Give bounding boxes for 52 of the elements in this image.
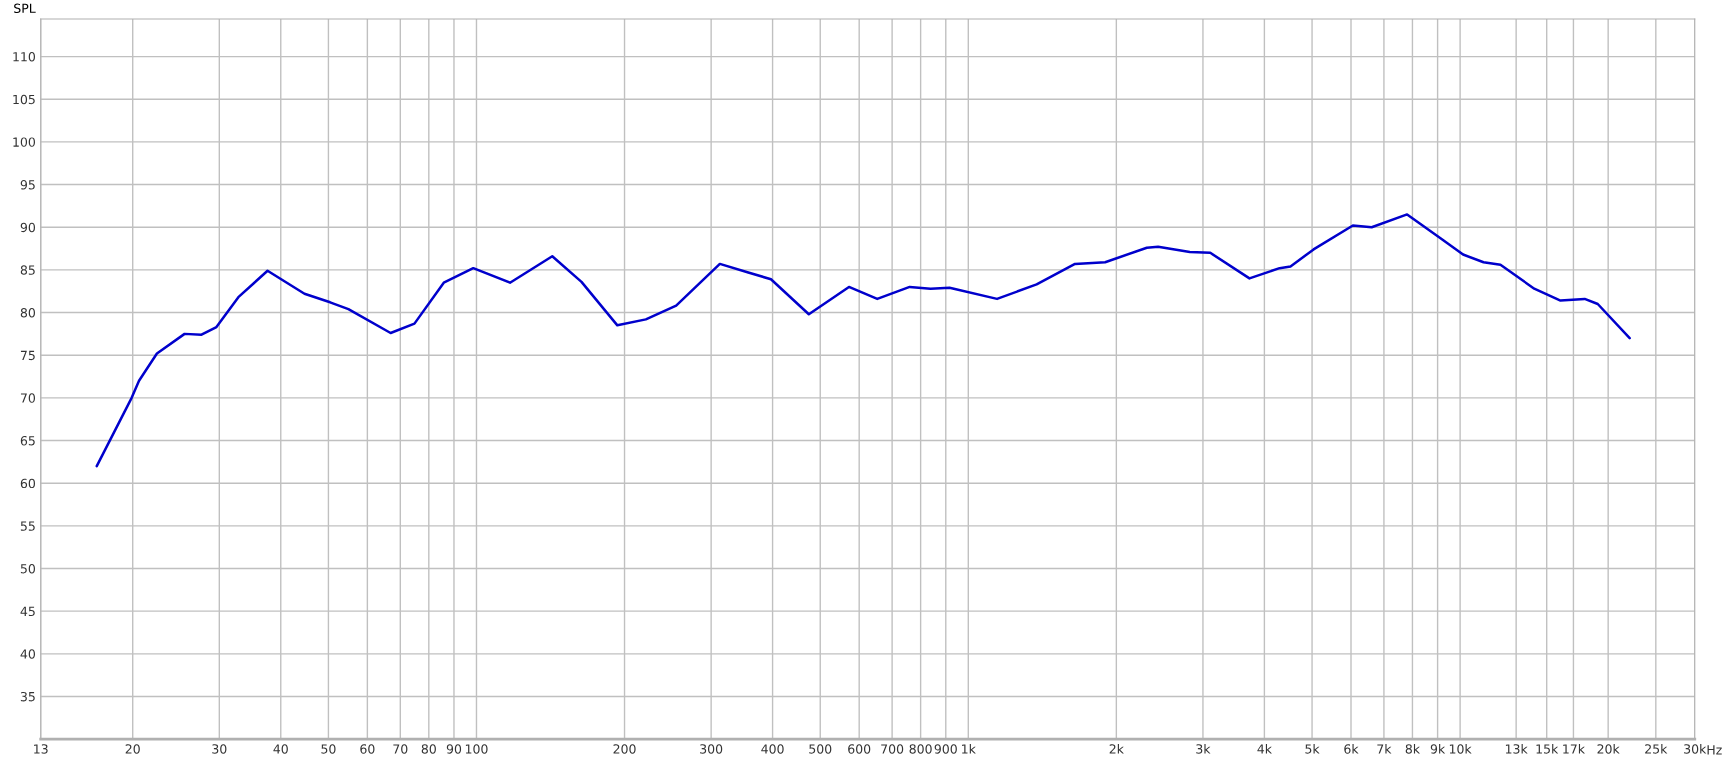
- y-tick-label: 90: [20, 222, 36, 233]
- y-tick-label: 110: [13, 52, 36, 62]
- y-tick-label: 55: [20, 521, 35, 531]
- x-tick-label: 900: [934, 744, 957, 754]
- x-tick-label: 8k: [1405, 744, 1421, 754]
- x-tick-label: 500: [809, 744, 832, 754]
- x-tick-label: 80: [421, 744, 436, 754]
- y-tick-label: 75: [20, 350, 35, 361]
- x-tick-label: 40: [273, 744, 288, 754]
- x-tick-label: 20k: [1597, 744, 1620, 754]
- y-tick-label: 70: [20, 393, 36, 403]
- y-tick-label: 100: [13, 137, 36, 147]
- x-tick-label: 400: [761, 744, 784, 754]
- x-tick-label: 30: [212, 744, 227, 754]
- x-tick-label: 9k: [1430, 744, 1446, 754]
- x-tick-label: 7k: [1377, 744, 1392, 754]
- x-tick-label: 5k: [1305, 744, 1320, 754]
- x-tick-label: 3k: [1196, 744, 1211, 754]
- x-tick-label: 60: [360, 744, 375, 754]
- y-tick-label: 105: [13, 94, 35, 105]
- y-tick-label: 65: [20, 436, 35, 446]
- x-tick-label: 10k: [1449, 744, 1472, 754]
- x-tick-label: 200: [613, 744, 636, 754]
- x-tick-label: 30k: [1684, 744, 1707, 754]
- x-tick-label: 2k: [1109, 744, 1124, 754]
- x-tick-label: 50: [321, 744, 336, 754]
- x-tick-label: 25k: [1645, 744, 1668, 754]
- y-tick-label: 50: [20, 563, 36, 574]
- x-axis-title: Hz: [1707, 745, 1722, 755]
- x-tick-label: 6k: [1344, 744, 1359, 754]
- x-tick-label: 1k: [962, 744, 976, 754]
- x-tick-label: 600: [848, 744, 871, 754]
- x-tick-label: 17k: [1563, 744, 1585, 754]
- x-tick-label: 13: [34, 744, 48, 754]
- y-tick-label: 45: [20, 606, 35, 617]
- x-tick-label: 15k: [1536, 744, 1559, 754]
- x-tick-label: 13k: [1505, 744, 1528, 754]
- x-tick-label: 100: [465, 744, 488, 754]
- y-tick-label: 85: [20, 265, 35, 275]
- y-tick-label: 35: [20, 691, 35, 702]
- y-tick-label: 40: [20, 649, 36, 659]
- x-tick-label: 70: [393, 744, 408, 754]
- y-tick-label: 60: [20, 478, 36, 489]
- x-tick-label: 90: [446, 744, 462, 754]
- x-tick-label: 700: [881, 744, 904, 754]
- y-axis-title: SPL: [14, 3, 36, 14]
- x-tick-label: 800: [909, 744, 932, 754]
- y-tick-label: 80: [20, 308, 36, 318]
- x-tick-label: 4k: [1257, 744, 1272, 754]
- x-tick-label: 300: [700, 744, 723, 754]
- x-tick-label: 20: [125, 744, 140, 754]
- y-tick-label: 95: [20, 180, 35, 190]
